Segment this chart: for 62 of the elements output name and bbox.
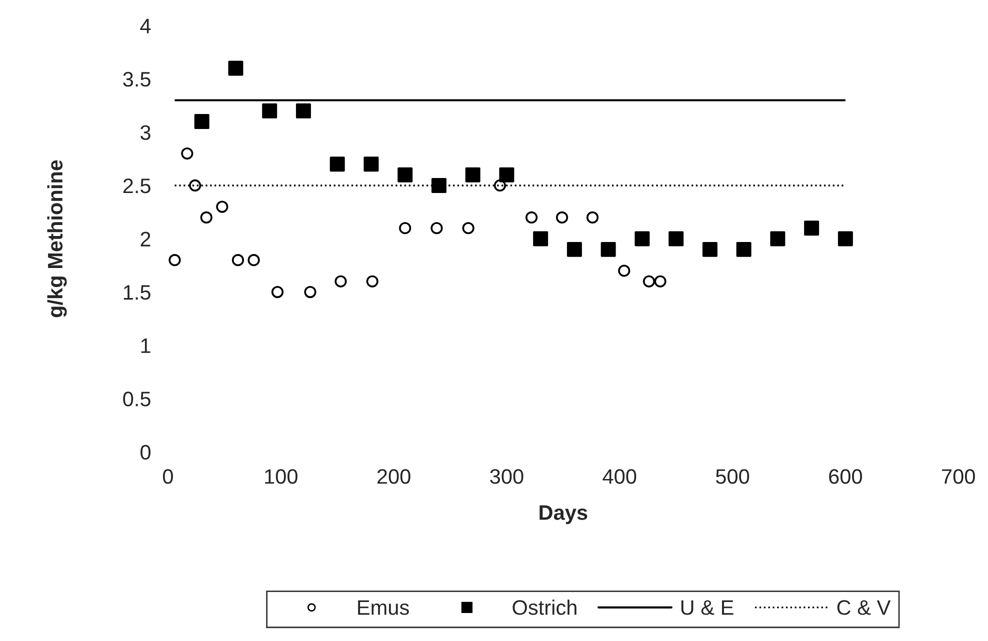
point bbox=[262, 103, 278, 118]
legend-label: Emus bbox=[358, 600, 409, 615]
point bbox=[838, 231, 853, 246]
point bbox=[634, 231, 650, 246]
x-tick-label: 100 bbox=[265, 469, 298, 484]
point bbox=[462, 222, 474, 234]
x-axis-title: Days bbox=[540, 505, 588, 524]
point bbox=[556, 211, 568, 224]
point bbox=[398, 167, 413, 182]
point bbox=[566, 242, 582, 257]
point bbox=[334, 275, 347, 288]
x-tick-label: 700 bbox=[942, 469, 975, 484]
y-tick-label: 0.5 bbox=[123, 392, 150, 406]
point bbox=[586, 211, 599, 224]
point bbox=[364, 156, 379, 172]
point bbox=[330, 156, 345, 172]
point bbox=[248, 254, 260, 266]
point bbox=[654, 275, 666, 288]
point bbox=[168, 254, 181, 266]
point bbox=[642, 275, 656, 288]
point bbox=[181, 147, 194, 160]
point bbox=[430, 222, 443, 234]
y-tick-label: 2 bbox=[140, 232, 150, 246]
y-tick-label: 3 bbox=[140, 125, 150, 140]
y-axis-title: g/kg Methionine bbox=[47, 160, 67, 318]
point bbox=[804, 220, 820, 236]
point bbox=[499, 167, 514, 182]
x-tick-label: 400 bbox=[602, 469, 636, 484]
x-tick-label: 200 bbox=[377, 469, 410, 484]
point bbox=[736, 242, 752, 257]
point bbox=[465, 167, 480, 182]
point bbox=[600, 242, 616, 257]
legend-label: Ostrich bbox=[512, 600, 576, 615]
point bbox=[271, 286, 284, 298]
point bbox=[228, 60, 244, 76]
y-tick-label: 1.5 bbox=[124, 285, 150, 300]
point bbox=[216, 200, 228, 213]
x-tick-label: 600 bbox=[829, 469, 862, 484]
point bbox=[296, 103, 311, 118]
point bbox=[702, 242, 718, 257]
point bbox=[618, 264, 630, 277]
y-tick-label: 1 bbox=[141, 338, 150, 353]
point bbox=[533, 231, 548, 246]
x-tick-label: 500 bbox=[716, 469, 750, 484]
point bbox=[304, 286, 316, 298]
point bbox=[366, 275, 378, 288]
point bbox=[525, 211, 538, 224]
y-tick-label: 3.5 bbox=[123, 72, 150, 87]
point bbox=[232, 254, 244, 266]
legend-label: C & V bbox=[837, 600, 891, 615]
point bbox=[200, 211, 212, 224]
x-tick-label: 300 bbox=[490, 469, 524, 484]
y-tick-label: 4 bbox=[140, 18, 151, 34]
point bbox=[770, 231, 786, 246]
point bbox=[668, 231, 684, 246]
y-tick-label: 0 bbox=[140, 444, 150, 460]
point bbox=[194, 114, 210, 130]
y-tick-label: 2.5 bbox=[123, 178, 150, 194]
x-tick-label: 0 bbox=[162, 469, 173, 484]
point bbox=[431, 178, 446, 193]
legend-label: U & E bbox=[681, 600, 734, 615]
point bbox=[399, 222, 412, 234]
